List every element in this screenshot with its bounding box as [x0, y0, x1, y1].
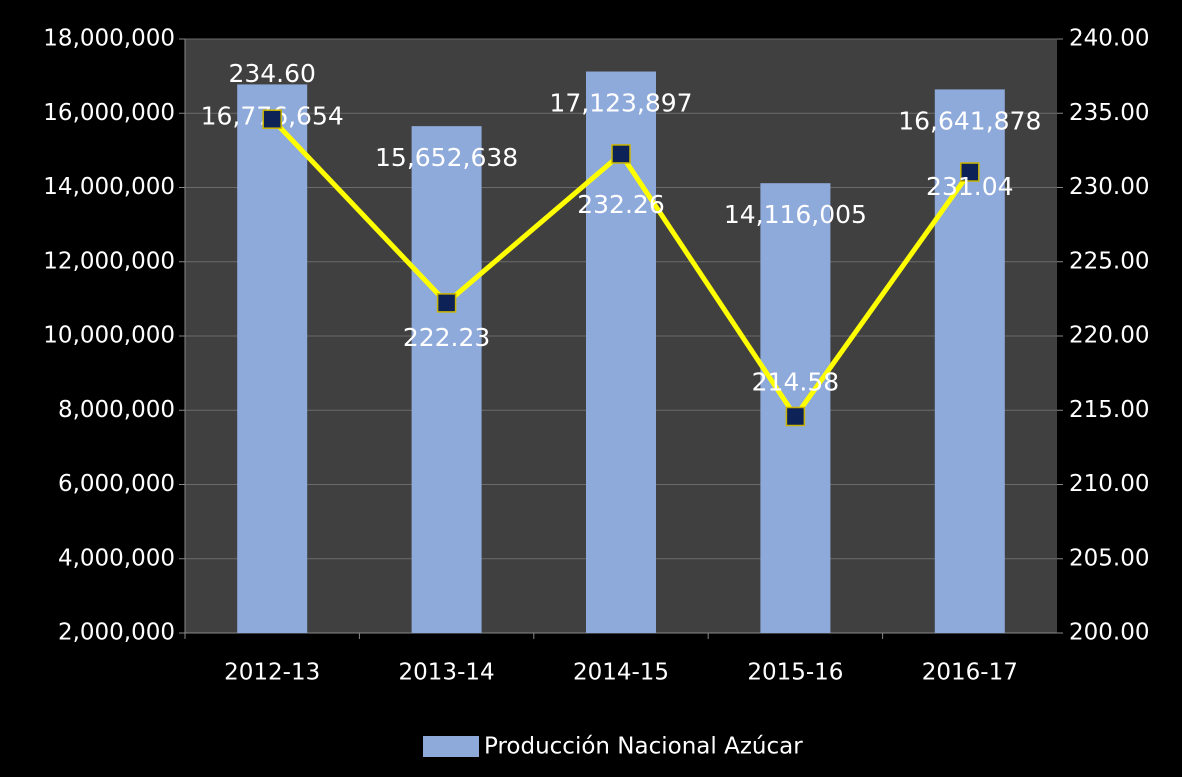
x-tick-label: 2012-13: [224, 660, 320, 686]
y2-tick-label: 210.00: [1069, 471, 1149, 497]
y2-tick-label: 225.00: [1069, 248, 1149, 274]
line-value-label: 234.60: [228, 59, 315, 88]
y-tick-label: 18,000,000: [43, 26, 175, 52]
legend-label: Producción Nacional Azúcar: [484, 734, 803, 760]
y-tick-label: 2,000,000: [58, 620, 175, 646]
y2-tick-label: 200.00: [1069, 620, 1149, 646]
x-tick-label: 2015-16: [747, 660, 843, 686]
bar-value-label: 15,652,638: [375, 143, 518, 172]
y-tick-label: 8,000,000: [58, 397, 175, 423]
legend-swatch: [423, 736, 479, 757]
line-marker: [611, 144, 631, 164]
line-value-label: 232.26: [577, 190, 664, 219]
line-value-label: 222.23: [403, 323, 490, 352]
line-value-label: 231.04: [926, 172, 1013, 201]
y2-tick-label: 240.00: [1069, 26, 1149, 52]
y-tick-label: 10,000,000: [43, 323, 175, 349]
y-tick-label: 12,000,000: [43, 248, 175, 274]
y-tick-label: 16,000,000: [43, 100, 175, 126]
bar-value-label: 14,116,005: [724, 200, 867, 229]
y2-tick-label: 215.00: [1069, 397, 1149, 423]
line-marker: [785, 406, 806, 427]
x-tick-label: 2016-17: [922, 660, 1018, 686]
bar: [237, 84, 308, 633]
line-marker: [960, 162, 980, 182]
bar: [411, 126, 482, 633]
x-tick-label: 2014-15: [573, 660, 669, 686]
y2-tick-label: 220.00: [1069, 323, 1149, 349]
y2-tick-label: 235.00: [1069, 100, 1149, 126]
y-tick-label: 14,000,000: [43, 174, 175, 200]
x-tick-label: 2013-14: [399, 660, 495, 686]
line-value-label: 214.58: [752, 367, 839, 396]
line-marker: [436, 293, 457, 313]
line-marker: [262, 109, 282, 129]
y2-tick-label: 230.00: [1069, 174, 1149, 200]
y2-tick-label: 205.00: [1069, 545, 1149, 571]
bar-value-label: 16,641,878: [898, 106, 1041, 135]
y-tick-label: 4,000,000: [58, 545, 175, 571]
bar-value-label: 17,123,897: [549, 89, 692, 118]
bar: [586, 71, 656, 633]
y-tick-label: 6,000,000: [58, 471, 175, 497]
